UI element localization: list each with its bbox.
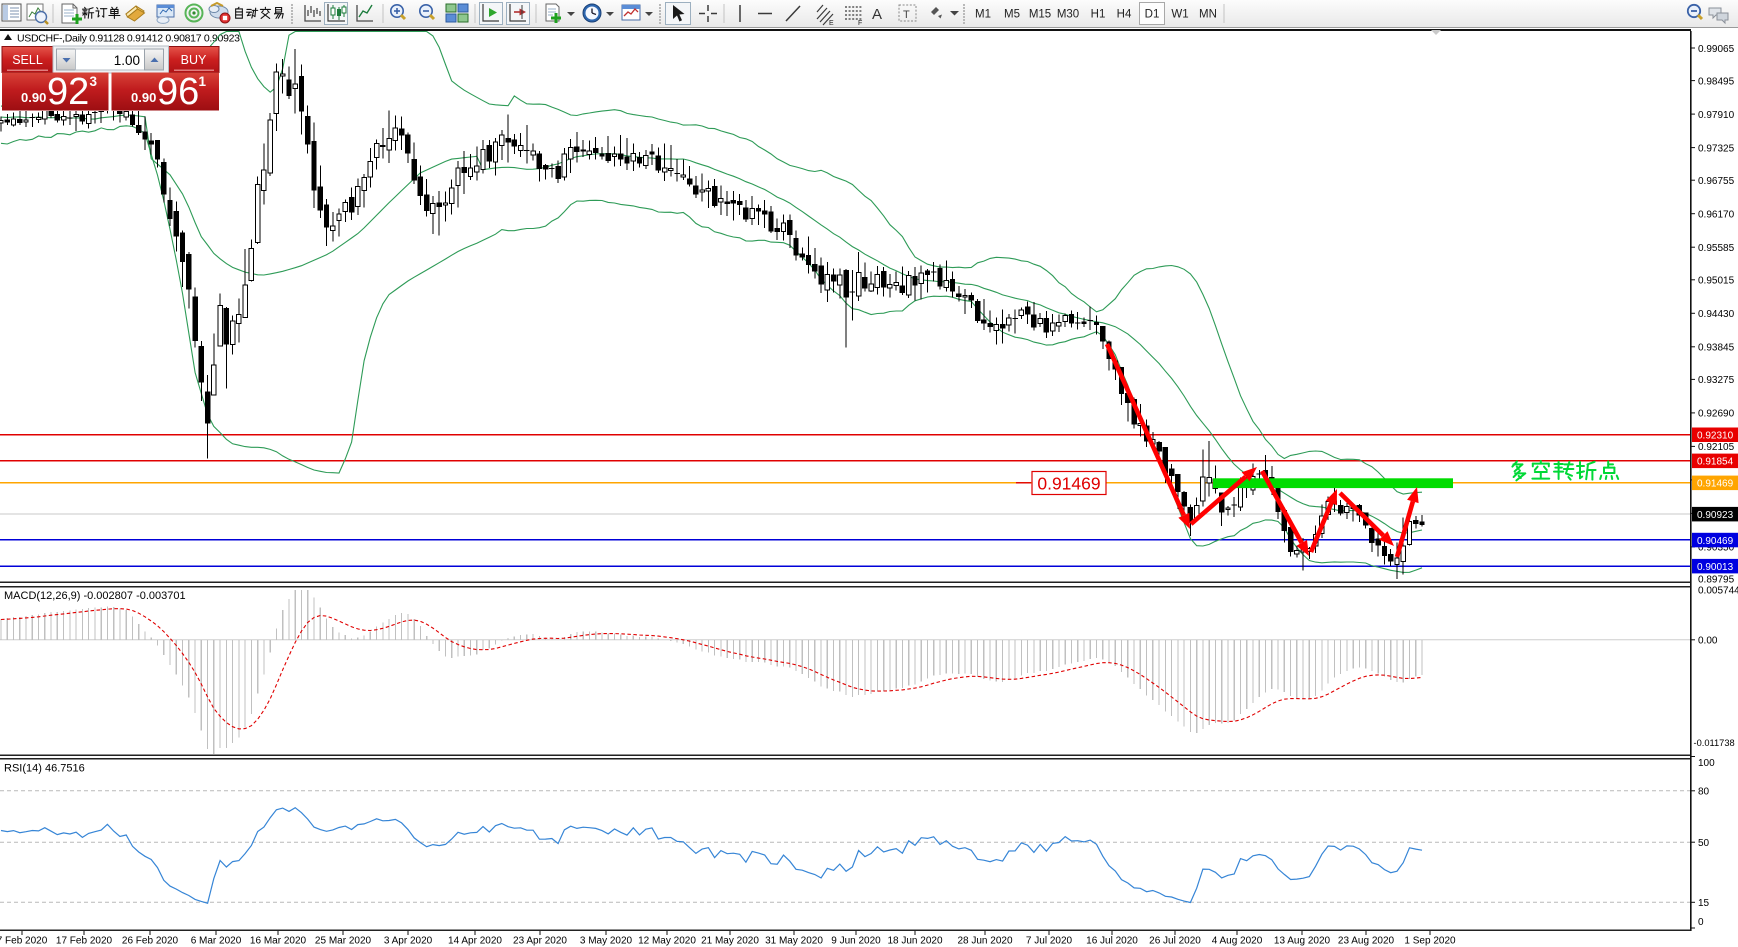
svg-text:21 May 2020: 21 May 2020 — [701, 936, 759, 947]
svg-text:0.90469: 0.90469 — [1697, 536, 1734, 547]
svg-text:14 Apr 2020: 14 Apr 2020 — [448, 936, 502, 947]
svg-text:7 Jul 2020: 7 Jul 2020 — [1026, 936, 1073, 947]
svg-text:MN: MN — [1199, 9, 1217, 21]
svg-text:23 Apr 2020: 23 Apr 2020 — [513, 936, 567, 947]
svg-text:15: 15 — [1698, 898, 1710, 909]
svg-text:100: 100 — [1698, 758, 1715, 769]
svg-text:0.97910: 0.97910 — [1698, 110, 1735, 121]
svg-text:3 May 2020: 3 May 2020 — [580, 936, 633, 947]
svg-text:0.90350: 0.90350 — [1698, 543, 1735, 554]
svg-text:M15: M15 — [1029, 9, 1051, 21]
svg-text:0.94430: 0.94430 — [1698, 309, 1735, 320]
svg-text:23 Aug 2020: 23 Aug 2020 — [1338, 936, 1395, 947]
svg-text:D1: D1 — [1145, 9, 1160, 21]
svg-text:1: 1 — [199, 74, 207, 89]
svg-text:1 Sep 2020: 1 Sep 2020 — [1404, 936, 1456, 947]
svg-text:0.90: 0.90 — [21, 90, 46, 105]
svg-text:0.91469: 0.91469 — [1037, 474, 1100, 494]
svg-text:RSI(14) 46.7516: RSI(14) 46.7516 — [4, 763, 85, 775]
svg-text:13 Aug 2020: 13 Aug 2020 — [1274, 936, 1331, 947]
svg-text:0.90013: 0.90013 — [1697, 562, 1734, 573]
svg-text:26 Jul 2020: 26 Jul 2020 — [1149, 936, 1201, 947]
svg-text:0.99065: 0.99065 — [1698, 44, 1735, 55]
svg-text:25 Mar 2020: 25 Mar 2020 — [315, 936, 372, 947]
svg-text:0.92105: 0.92105 — [1698, 442, 1735, 453]
svg-text:0: 0 — [1698, 917, 1704, 928]
svg-text:USDCHF-,Daily 0.91128 0.91412: USDCHF-,Daily 0.91128 0.91412 0.90817 0.… — [17, 33, 240, 45]
svg-text:17 Feb 2020: 17 Feb 2020 — [56, 936, 113, 947]
svg-text:26 Feb 2020: 26 Feb 2020 — [122, 936, 179, 947]
svg-text:31 May 2020: 31 May 2020 — [765, 936, 823, 947]
svg-text:0.95015: 0.95015 — [1698, 276, 1735, 287]
svg-text:0.95585: 0.95585 — [1698, 243, 1735, 254]
svg-text:0.93275: 0.93275 — [1698, 375, 1735, 386]
svg-text:0.92690: 0.92690 — [1698, 409, 1735, 420]
svg-text:0.91854: 0.91854 — [1697, 457, 1734, 468]
svg-text:0.96755: 0.96755 — [1698, 176, 1735, 187]
svg-text:0.89795: 0.89795 — [1698, 574, 1735, 585]
svg-text:16 Mar 2020: 16 Mar 2020 — [250, 936, 307, 947]
svg-text:0.98495: 0.98495 — [1698, 76, 1735, 87]
svg-text:80: 80 — [1698, 787, 1710, 798]
svg-text:0.93845: 0.93845 — [1698, 343, 1735, 354]
svg-text:W1: W1 — [1171, 9, 1188, 21]
svg-text:H1: H1 — [1091, 9, 1106, 21]
svg-text:M1: M1 — [975, 9, 991, 21]
svg-text:0.005744: 0.005744 — [1698, 586, 1738, 597]
svg-text:MACD(12,26,9) -0.002807 -0.003: MACD(12,26,9) -0.002807 -0.003701 — [4, 590, 186, 602]
svg-text:1.00: 1.00 — [114, 53, 140, 68]
svg-text:H4: H4 — [1117, 9, 1132, 21]
svg-text:12 May 2020: 12 May 2020 — [638, 936, 696, 947]
svg-text:0.00: 0.00 — [1698, 636, 1718, 647]
svg-text:0.90923: 0.90923 — [1697, 510, 1734, 521]
svg-text:0.90: 0.90 — [131, 90, 156, 105]
svg-text:9 Jun 2020: 9 Jun 2020 — [831, 936, 881, 947]
svg-text:T: T — [903, 9, 910, 21]
svg-text:M30: M30 — [1057, 9, 1079, 21]
svg-text:50: 50 — [1698, 838, 1710, 849]
svg-text:0.97325: 0.97325 — [1698, 143, 1735, 154]
svg-text:3 Apr 2020: 3 Apr 2020 — [384, 936, 433, 947]
svg-text:16 Jul 2020: 16 Jul 2020 — [1086, 936, 1138, 947]
svg-text:18 Jun 2020: 18 Jun 2020 — [887, 936, 942, 947]
svg-text:4 Aug 2020: 4 Aug 2020 — [1212, 936, 1263, 947]
svg-text:F: F — [858, 20, 862, 27]
svg-text:0.96170: 0.96170 — [1698, 210, 1735, 221]
svg-text:28 Jun 2020: 28 Jun 2020 — [957, 936, 1012, 947]
svg-text:M5: M5 — [1004, 9, 1020, 21]
svg-text:96: 96 — [157, 71, 199, 113]
svg-text:-0.011738: -0.011738 — [1694, 738, 1735, 748]
svg-text:0.92310: 0.92310 — [1697, 431, 1734, 442]
svg-text:92: 92 — [47, 71, 89, 113]
svg-text:BUY: BUY — [181, 53, 207, 67]
svg-text:0.91469: 0.91469 — [1697, 479, 1734, 490]
svg-text:E: E — [829, 20, 834, 27]
svg-text:3: 3 — [90, 74, 98, 89]
svg-text:A: A — [872, 6, 882, 23]
svg-text:6 Mar 2020: 6 Mar 2020 — [191, 936, 242, 947]
svg-text:SELL: SELL — [12, 53, 43, 67]
svg-text:7 Feb 2020: 7 Feb 2020 — [0, 936, 48, 947]
